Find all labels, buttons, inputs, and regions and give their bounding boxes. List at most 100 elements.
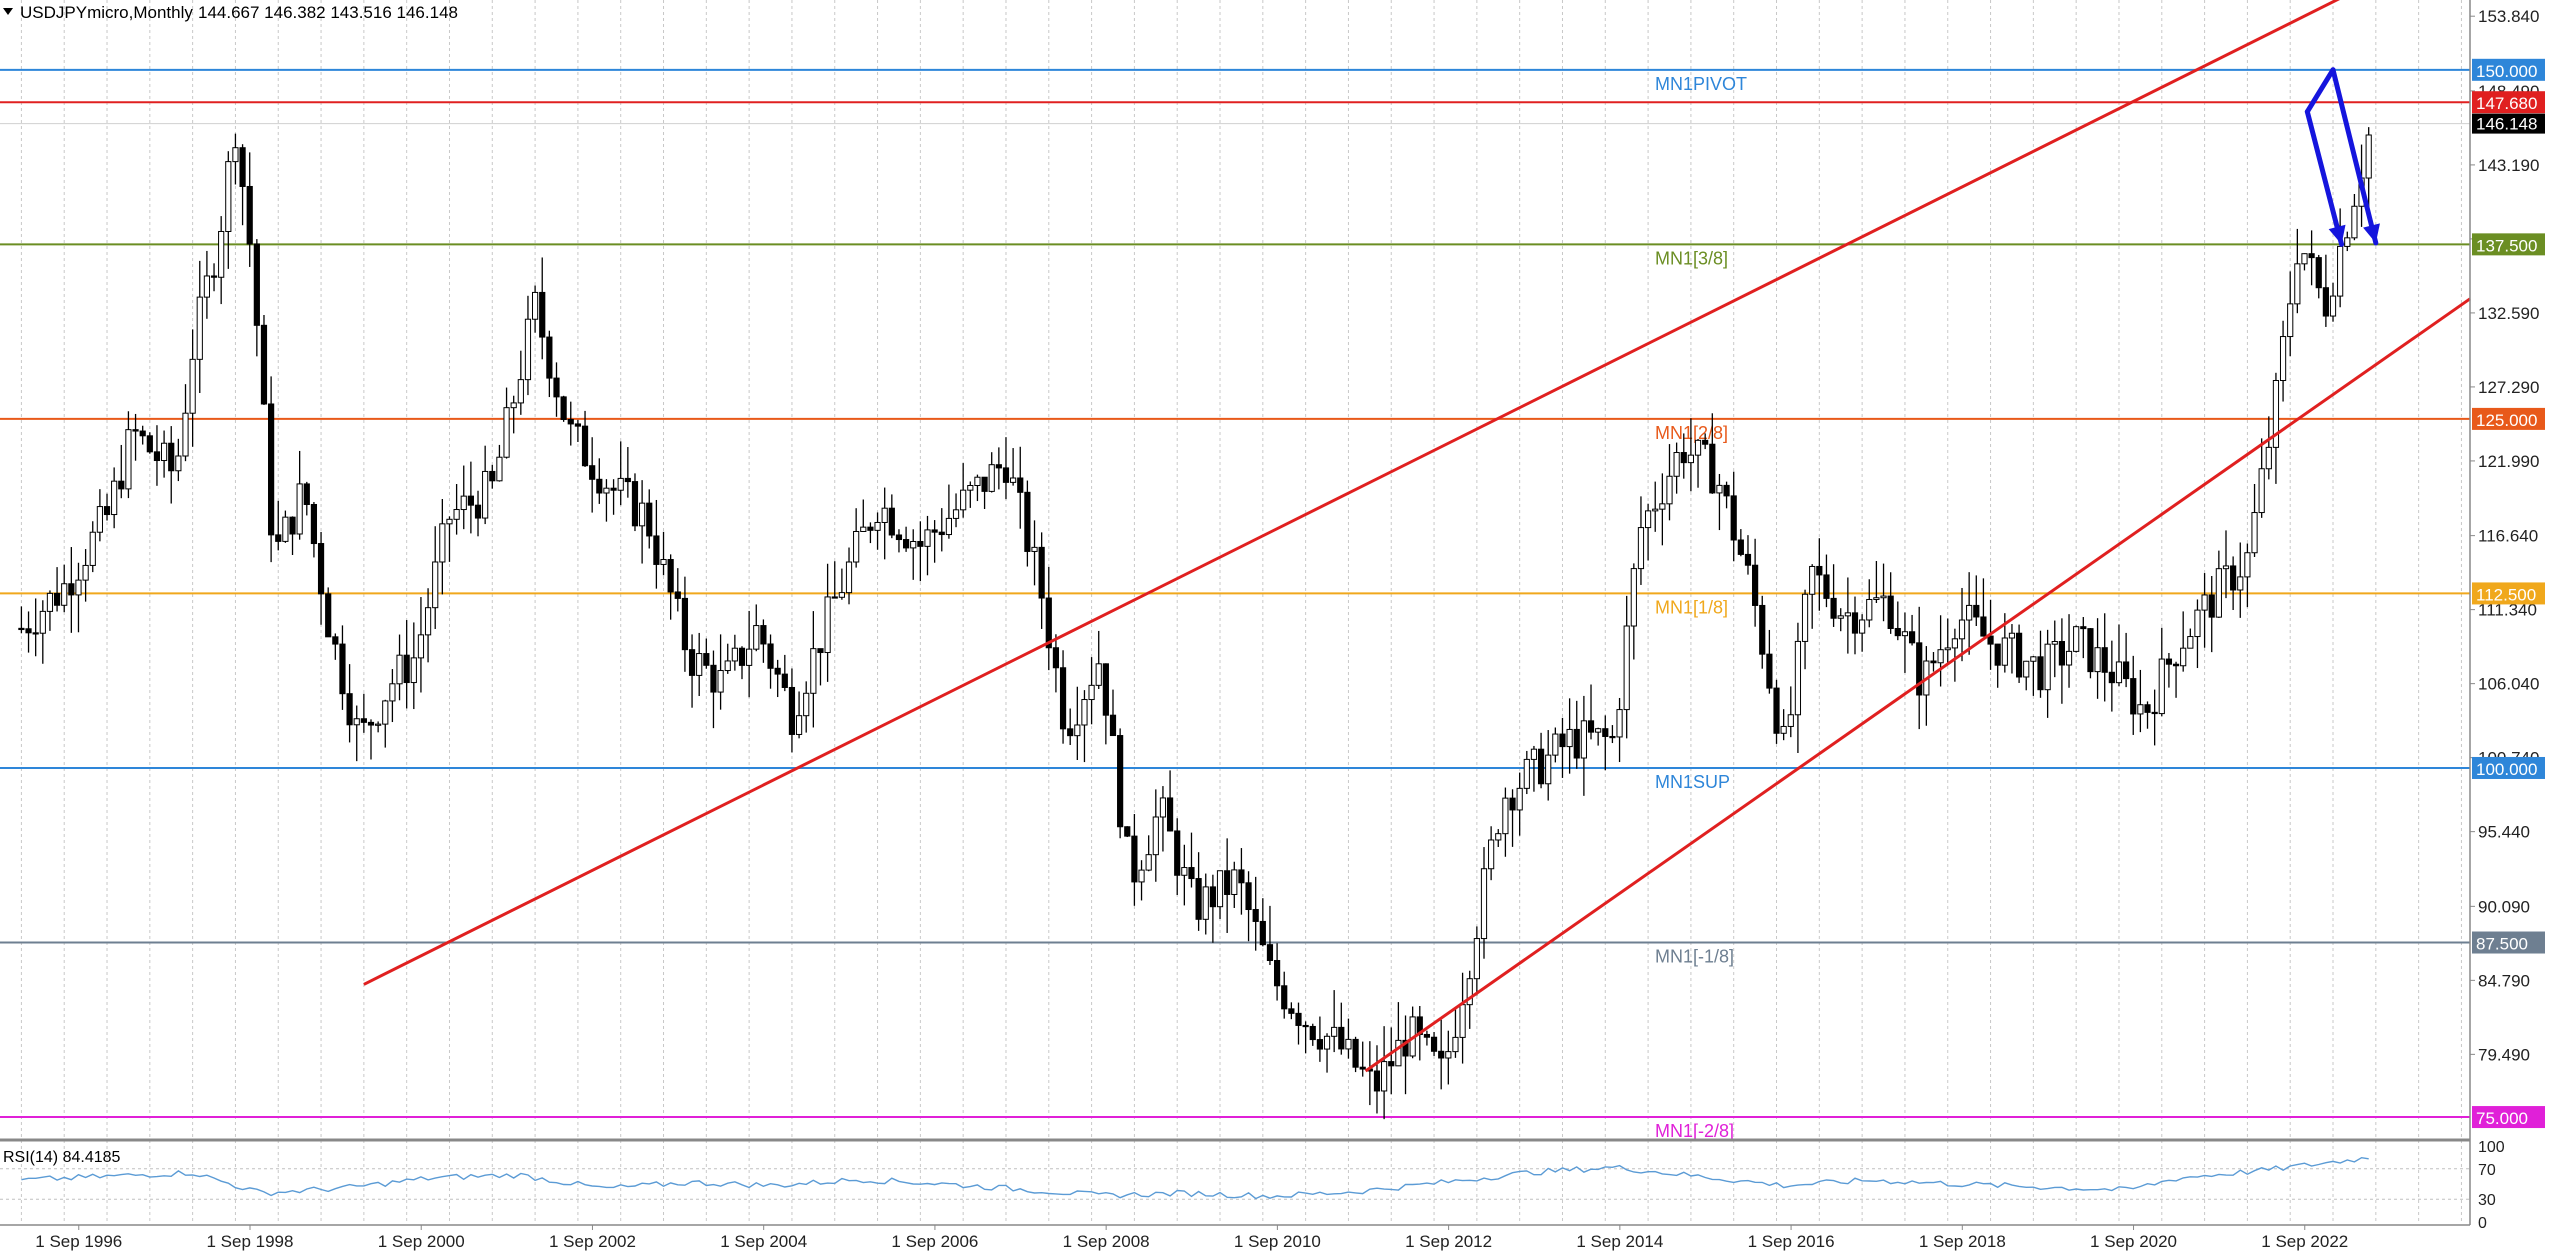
- candle-body: [1373, 1070, 1381, 1092]
- candle-body: [1095, 663, 1102, 686]
- candle-body: [803, 692, 810, 717]
- candle-body: [132, 429, 139, 432]
- candle-body: [1951, 638, 1958, 649]
- candle-body: [1859, 619, 1866, 634]
- candle-body: [367, 721, 375, 726]
- candle-body: [303, 483, 310, 505]
- level-badge-value: 100.000: [2476, 760, 2537, 779]
- candle-body: [1388, 1061, 1395, 1067]
- candle-body: [1644, 510, 1652, 529]
- candle-body: [189, 358, 196, 414]
- candle-body: [924, 529, 931, 547]
- candle-body: [1466, 978, 1473, 1006]
- candle-body: [960, 489, 967, 511]
- candle-body: [717, 670, 724, 693]
- time-tick-label: 1 Sep 1996: [35, 1232, 122, 1251]
- candle-body: [1937, 649, 1944, 664]
- candle-body: [1966, 604, 1973, 621]
- time-axis[interactable]: 1 Sep 1996 1 Sep 1998 1 Sep 2000 1 Sep 2002…: [35, 1225, 2348, 1251]
- candle-body: [239, 147, 246, 187]
- candle-body: [246, 185, 253, 245]
- candle-body: [1281, 985, 1288, 1010]
- candle-body: [1259, 920, 1266, 946]
- arrow-shaft: [2304, 67, 2336, 115]
- candle-body: [1873, 597, 1880, 600]
- candle-body: [2094, 647, 2101, 673]
- candle-body: [1552, 733, 1559, 756]
- candle-body: [1559, 733, 1566, 748]
- candle-body: [1994, 643, 2001, 666]
- candle-body: [1709, 443, 1716, 494]
- candle-body: [1573, 728, 1580, 759]
- candle-body: [945, 517, 953, 536]
- price-tick-label: 132.590: [2478, 304, 2539, 323]
- candle-body: [175, 455, 182, 472]
- candle-body: [2058, 641, 2066, 666]
- candle-body: [888, 507, 895, 536]
- time-tick-label: 1 Sep 2022: [2261, 1232, 2348, 1251]
- level-badge: [2472, 931, 2545, 954]
- level-badge-value: 75.000: [2476, 1109, 2528, 1128]
- candle-body: [310, 503, 318, 545]
- candle-body: [111, 480, 118, 516]
- candle-body: [1609, 735, 1616, 739]
- candle-body: [1958, 619, 1966, 640]
- price-tick-label: 111.340: [2478, 601, 2537, 620]
- candle-body: [831, 596, 838, 599]
- candle-body: [788, 686, 796, 735]
- candle-body: [653, 535, 660, 565]
- candle-body: [1438, 1050, 1445, 1059]
- candle-body: [1238, 869, 1245, 884]
- candle-body: [2344, 237, 2351, 247]
- candle-body: [938, 531, 945, 536]
- arrow-head: [2328, 224, 2346, 245]
- candle-body: [1523, 758, 1530, 789]
- candle-body: [467, 495, 474, 506]
- candle-body: [1181, 867, 1188, 876]
- time-tick-label: 1 Sep 2018: [1919, 1232, 2006, 1251]
- chevron-down-icon[interactable]: [3, 8, 13, 15]
- price-tick-label: 116.640: [2478, 527, 2538, 546]
- candle-body: [1052, 647, 1060, 669]
- level-label: MN1[-1/8]: [1655, 947, 1734, 967]
- candle-body: [2023, 660, 2030, 678]
- candle-body: [182, 412, 189, 457]
- candle-body: [2180, 647, 2187, 667]
- candle-body: [1323, 1035, 1331, 1050]
- candle-body: [75, 579, 82, 596]
- candle-body: [1038, 546, 1045, 599]
- candle-body: [2329, 295, 2337, 317]
- rsi-scale-label: 70: [2478, 1162, 2496, 1179]
- candle-body: [1045, 597, 1052, 649]
- candle-body: [296, 483, 303, 535]
- candle-body: [2144, 704, 2151, 713]
- candle-body: [1502, 797, 1509, 835]
- candle-body: [2272, 380, 2280, 448]
- candle-body: [2237, 576, 2244, 591]
- candle-body: [424, 607, 432, 636]
- candle-body: [738, 647, 746, 666]
- candle-body: [218, 230, 225, 278]
- candle-body: [168, 442, 175, 472]
- candle-body: [1801, 593, 1809, 642]
- level-badge: [2472, 582, 2545, 605]
- candle-body: [53, 592, 61, 606]
- candle-body: [196, 296, 203, 360]
- candle-body: [1744, 553, 1752, 566]
- rsi-scale-label: 30: [2478, 1192, 2496, 1209]
- forecast-arrows[interactable]: [2304, 67, 2380, 247]
- candle-body: [1002, 467, 1010, 483]
- candle-body: [153, 451, 161, 462]
- candle-body: [2208, 594, 2215, 618]
- candle-body: [2187, 636, 2194, 649]
- rsi-pane[interactable]: 100 70 30 0: [0, 1139, 2505, 1232]
- price-axis[interactable]: 153.840148.490143.190137.890132.590127.2…: [2470, 7, 2539, 1064]
- candle-body: [995, 464, 1002, 469]
- candle-body: [1109, 714, 1117, 737]
- candle-body: [824, 596, 831, 654]
- trend-channel[interactable]: [363, 0, 2471, 1073]
- candle-body: [68, 583, 75, 596]
- candle-body: [2301, 253, 2308, 265]
- candle-body: [203, 275, 211, 298]
- candle-body: [1266, 944, 1274, 962]
